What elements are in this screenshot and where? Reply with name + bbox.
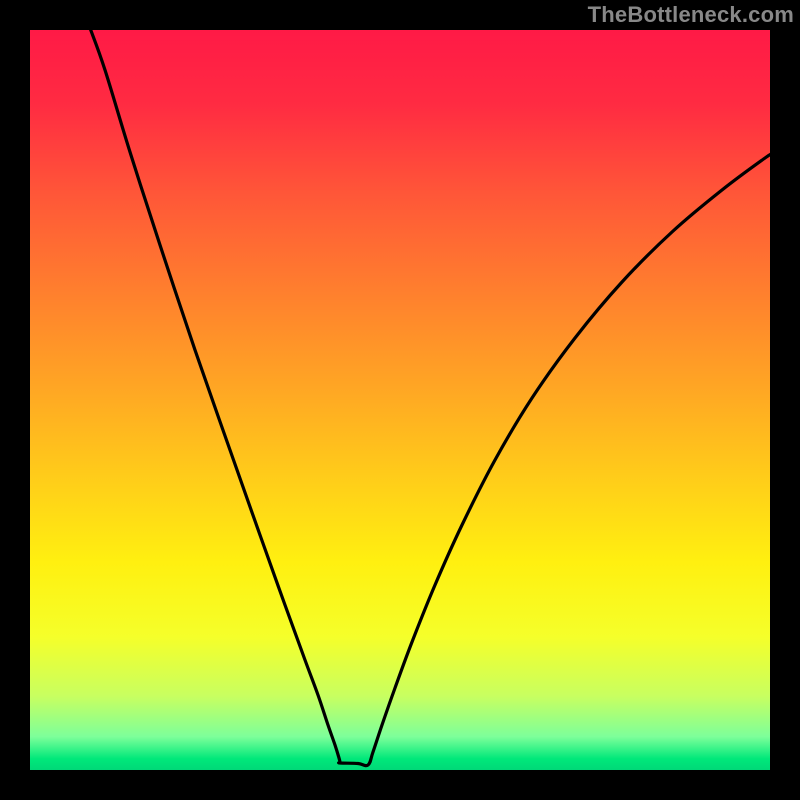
bottleneck-curve — [30, 30, 770, 770]
watermark-text: TheBottleneck.com — [588, 2, 794, 28]
bottleneck-chart — [30, 30, 770, 770]
